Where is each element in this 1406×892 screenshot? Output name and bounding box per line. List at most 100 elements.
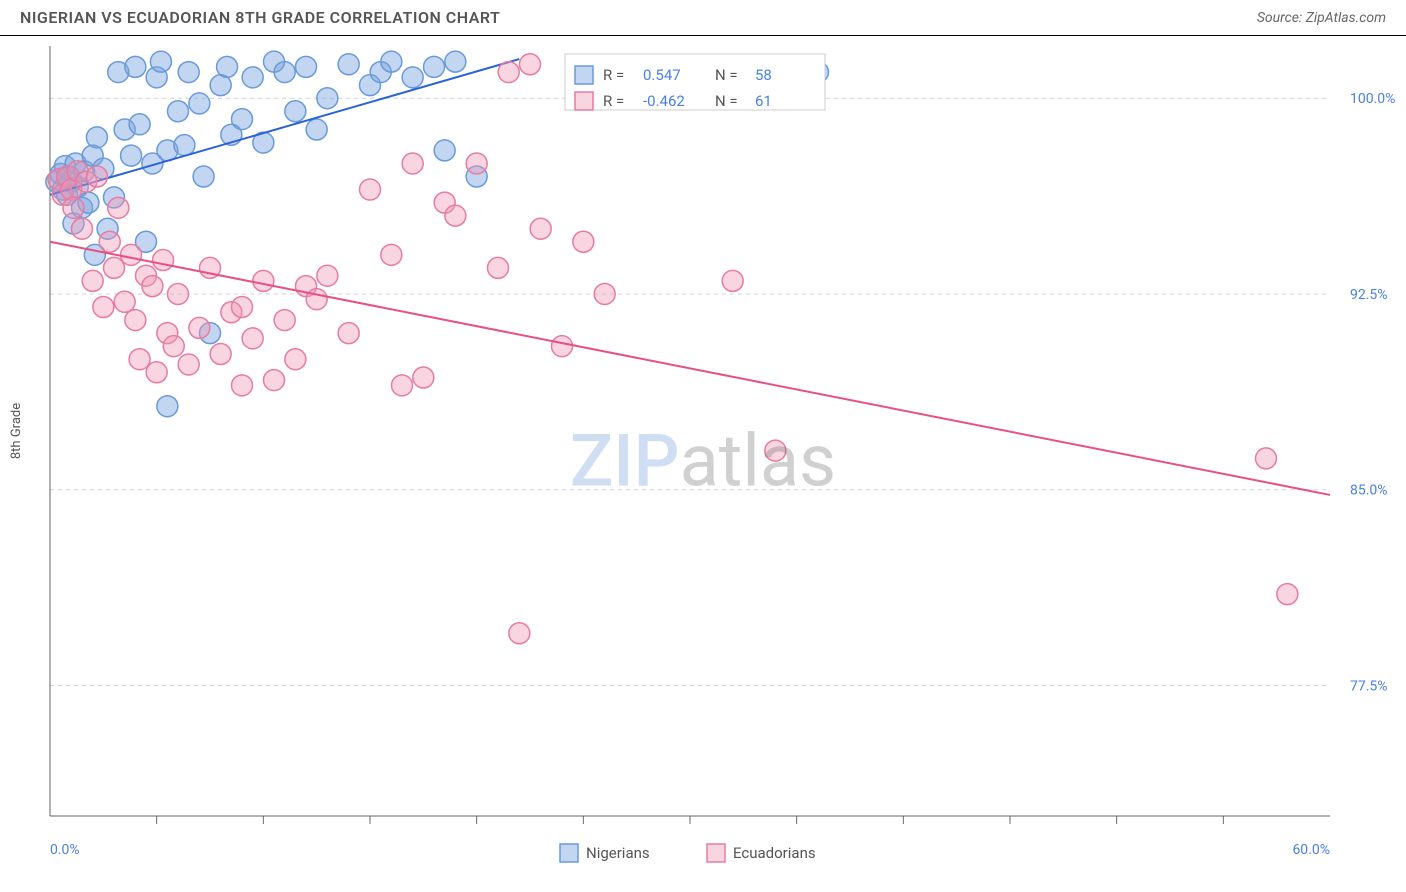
scatter-point: [317, 265, 338, 286]
scatter-point: [86, 127, 107, 148]
scatter-point: [146, 362, 167, 383]
scatter-point: [552, 336, 573, 357]
scatter-point: [413, 367, 434, 388]
scatter-point: [125, 310, 146, 331]
scatter-point: [1256, 448, 1277, 469]
scatter-point: [104, 257, 125, 278]
scatter-point: [722, 270, 743, 291]
scatter-point: [217, 56, 238, 77]
scatter-point: [153, 250, 174, 271]
scatter-point: [193, 166, 214, 187]
legend-bottom-label: Nigerians: [586, 844, 650, 862]
scatter-point: [520, 54, 541, 75]
scatter-point: [498, 62, 519, 83]
y-tick-label: 100.0%: [1350, 91, 1395, 107]
scatter-point: [174, 135, 195, 156]
scatter-point: [242, 328, 263, 349]
scatter-point: [129, 349, 150, 370]
scatter-point: [306, 119, 327, 140]
legend-n-label: N =: [715, 66, 738, 84]
scatter-point: [392, 375, 413, 396]
scatter-point: [402, 153, 423, 174]
legend-r-value: -0.462: [643, 92, 685, 110]
scatter-point: [530, 218, 551, 239]
legend-n-value: 58: [755, 66, 772, 84]
legend-r-label: R =: [603, 92, 624, 110]
scatter-point: [121, 145, 142, 166]
y-tick-label: 85.0%: [1350, 483, 1388, 499]
scatter-point: [114, 291, 135, 312]
scatter-point: [86, 166, 107, 187]
scatter-point: [121, 244, 142, 265]
scatter-point: [573, 231, 594, 252]
scatter-point: [189, 93, 210, 114]
scatter-point: [253, 270, 274, 291]
scatter-point: [285, 101, 306, 122]
scatter-point: [466, 153, 487, 174]
legend-n-value: 61: [755, 92, 772, 110]
scatter-point: [488, 257, 509, 278]
scatter-point: [157, 396, 178, 417]
legend-bottom-swatch: [560, 844, 578, 862]
scatter-point: [242, 67, 263, 88]
legend-swatch: [575, 66, 593, 84]
scatter-point: [402, 67, 423, 88]
scatter-point: [72, 218, 93, 239]
scatter-point: [765, 440, 786, 461]
y-tick-label: 92.5%: [1350, 287, 1388, 303]
y-tick-label: 77.5%: [1350, 678, 1388, 694]
scatter-point: [306, 289, 327, 310]
scatter-point: [178, 62, 199, 83]
y-axis-label: 8th Grade: [9, 403, 24, 459]
scatter-point: [509, 623, 530, 644]
scatter-point: [274, 310, 295, 331]
scatter-point: [232, 297, 253, 318]
scatter-point: [189, 317, 210, 338]
scatter-point: [424, 56, 445, 77]
scatter-point: [210, 344, 231, 365]
scatter-point: [168, 101, 189, 122]
x-tick-label: 60.0%: [1292, 842, 1330, 858]
scatter-point: [264, 370, 285, 391]
scatter-point: [285, 349, 306, 370]
scatter-point: [129, 114, 150, 135]
scatter-point: [360, 179, 381, 200]
scatter-point: [168, 283, 189, 304]
scatter-point: [232, 375, 253, 396]
scatter-point: [82, 270, 103, 291]
legend-r-value: 0.547: [643, 66, 681, 84]
chart-title: NIGERIAN VS ECUADORIAN 8TH GRADE CORRELA…: [20, 8, 500, 27]
scatter-point: [1277, 584, 1298, 605]
scatter-point: [108, 197, 129, 218]
trend-line: [50, 242, 1330, 495]
scatter-point: [163, 336, 184, 357]
scatter-point: [93, 297, 114, 318]
legend-bottom-swatch: [707, 844, 725, 862]
legend-bottom-label: Ecuadorians: [733, 844, 816, 862]
legend-n-label: N =: [715, 92, 738, 110]
scatter-chart: 77.5% 85.0% 92.5% 100.0% 0.0% 60.0% 8th Grade R…: [0, 36, 1406, 886]
legend-r-label: R =: [603, 66, 624, 84]
scatter-point: [338, 323, 359, 344]
scatter-point: [125, 56, 146, 77]
scatter-point: [142, 276, 163, 297]
scatter-point: [594, 283, 615, 304]
chart-container: 77.5% 85.0% 92.5% 100.0% 0.0% 60.0% 8th Grade R…: [0, 36, 1406, 886]
scatter-point: [338, 54, 359, 75]
scatter-point: [317, 88, 338, 109]
scatter-point: [274, 62, 295, 83]
scatter-point: [232, 109, 253, 130]
scatter-point: [99, 231, 120, 252]
scatter-point: [381, 51, 402, 72]
legend-swatch: [575, 92, 593, 110]
scatter-point: [178, 354, 199, 375]
scatter-point: [296, 56, 317, 77]
scatter-point: [381, 244, 402, 265]
chart-header: NIGERIAN VS ECUADORIAN 8TH GRADE CORRELA…: [0, 0, 1406, 36]
scatter-point: [445, 205, 466, 226]
scatter-point: [434, 140, 455, 161]
chart-source: Source: ZipAtlas.com: [1257, 10, 1386, 26]
x-tick-label: 0.0%: [50, 842, 80, 858]
scatter-point: [63, 197, 84, 218]
scatter-point: [150, 51, 171, 72]
